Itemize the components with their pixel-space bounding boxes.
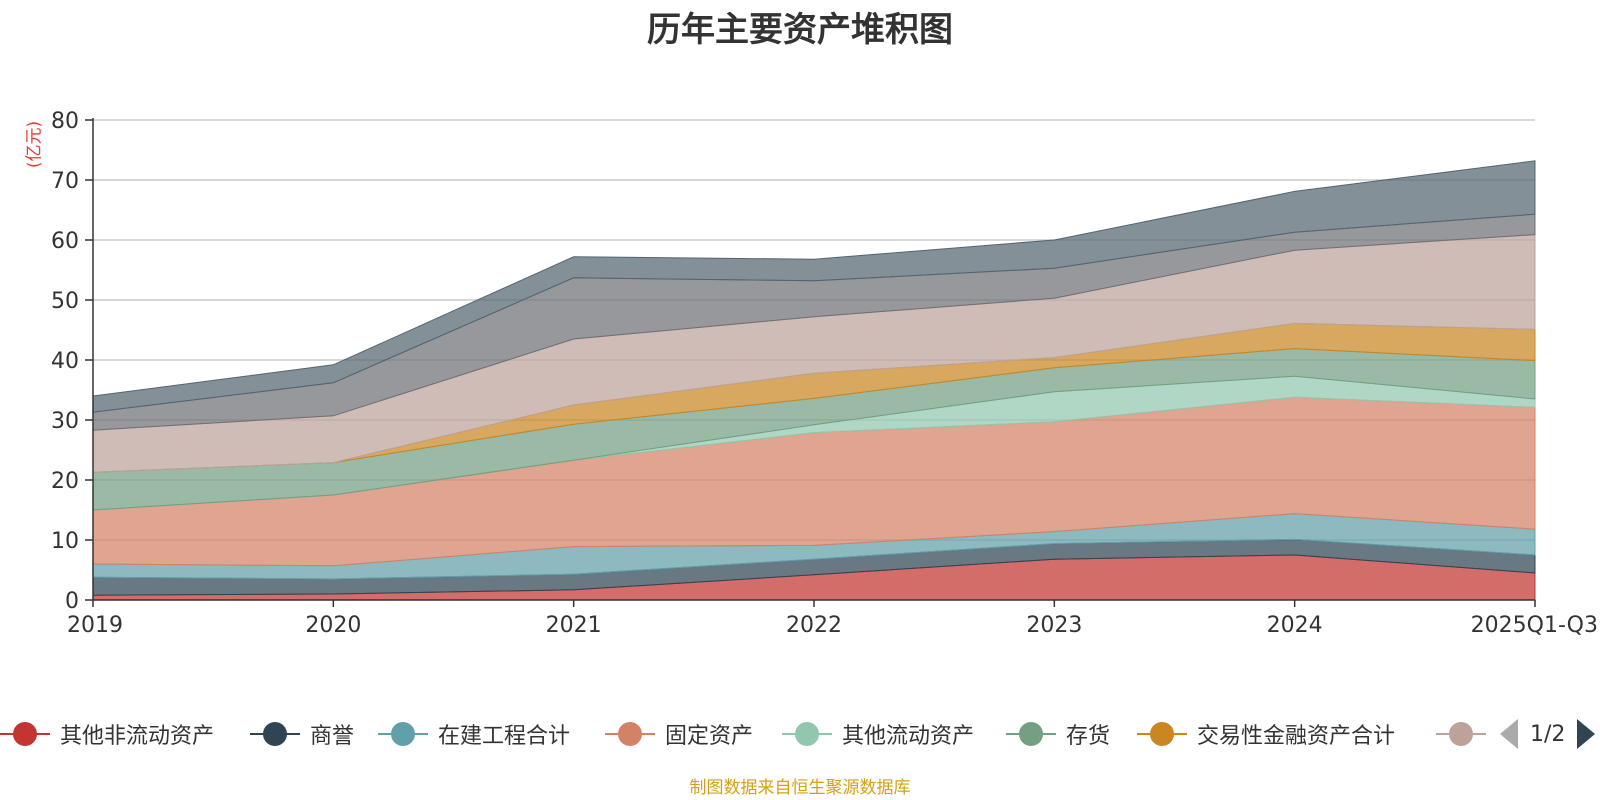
legend-label: 其他流动资产	[842, 724, 975, 749]
legend-label: 在建工程合计	[438, 724, 571, 749]
data-source-note: 制图数据来自恒生聚源数据库	[689, 778, 911, 798]
chart-title: 历年主要资产堆积图	[647, 10, 953, 50]
legend-marker-icon	[378, 712, 428, 756]
area-series-10[interactable]	[92, 160, 1536, 413]
x-tick-label: 2025Q1-Q3	[1471, 613, 1598, 638]
y-tick-label: 30	[51, 409, 79, 434]
y-tick-label: 0	[65, 589, 79, 614]
legend-item-8[interactable]	[1436, 712, 1486, 756]
axes: 0 10 20 30 40 50 60 70 80 2019 2020 2021 2022 2023 202…	[51, 109, 1598, 638]
y-tick-label: 80	[51, 109, 79, 134]
legend-item-5[interactable]: 其他流动资产	[782, 712, 974, 756]
stacked-area-chart: 0 10 20 30 40 50 60 70 80 2019 2020 2021 2022 2023 202…	[51, 109, 1598, 638]
y-tick-label: 20	[51, 469, 79, 494]
x-tick-label: 2022	[786, 613, 842, 638]
x-tick-label: 2024	[1267, 613, 1323, 638]
legend-item-2[interactable]: 商誉	[250, 712, 354, 756]
y-tick-label: 70	[51, 169, 79, 194]
y-tick-label: 10	[51, 529, 79, 554]
x-tick-label: 2023	[1026, 613, 1082, 638]
y-tick-label: 60	[51, 229, 79, 254]
legend-item-7[interactable]: 交易性金融资产合计	[1137, 712, 1395, 756]
legend-item-4[interactable]: 固定资产	[605, 712, 753, 756]
legend-item-3[interactable]: 在建工程合计	[378, 712, 570, 756]
x-tick-label: 2019	[67, 613, 123, 638]
legend-page-indicator: 1/2	[1530, 721, 1566, 747]
legend-marker-icon	[1006, 712, 1056, 756]
legend-item-1[interactable]: 其他非流动资产	[0, 712, 214, 756]
legend-label: 固定资产	[665, 724, 754, 749]
y-tick-label: 50	[51, 289, 79, 314]
legend-marker-icon	[605, 712, 655, 756]
legend-next-page-icon[interactable]	[1577, 719, 1596, 749]
area-series	[92, 160, 1536, 601]
legend-pager: 1/2	[1500, 712, 1596, 756]
legend-label: 其他非流动资产	[60, 724, 215, 749]
legend-marker-icon	[1137, 712, 1187, 756]
legend-item-6[interactable]: 存货	[1006, 712, 1110, 756]
legend-marker-icon	[250, 712, 300, 756]
legend-marker-icon	[0, 712, 50, 756]
y-tick-label: 40	[51, 349, 79, 374]
x-tick-label: 2021	[546, 613, 602, 638]
legend-label: 商誉	[310, 724, 355, 749]
x-tick-label: 2020	[305, 613, 361, 638]
legend-marker-icon	[1436, 712, 1486, 756]
legend-prev-page-icon[interactable]	[1500, 719, 1518, 749]
legend: 其他非流动资产 商誉 在建工程合计 固定资产 其他流动资产 存货 交易性金融资产合计	[0, 712, 1600, 756]
legend-label: 存货	[1066, 724, 1111, 749]
legend-marker-icon	[782, 712, 832, 756]
legend-label: 交易性金融资产合计	[1197, 724, 1396, 749]
